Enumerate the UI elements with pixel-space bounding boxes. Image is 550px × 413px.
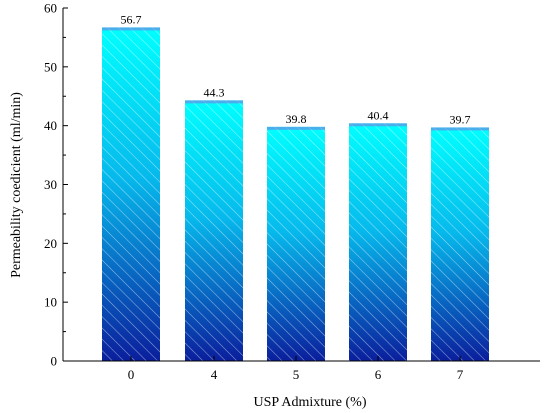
bar-hatch-4 xyxy=(185,100,243,361)
axes-group: 0 10 20 30 40 50 60 0 4 5 6 7 xyxy=(44,1,540,382)
bar-cap-5 xyxy=(267,126,325,130)
y-tick-label-60: 60 xyxy=(44,1,57,16)
y-axis-label: Permeability coedicient (ml/min) xyxy=(9,92,24,278)
y-tick-label-30: 30 xyxy=(44,177,57,192)
x-tick-label-0: 0 xyxy=(128,367,135,382)
bars-group: 56.7 44.3 39.8 40.4 39.7 xyxy=(102,12,489,362)
data-label-0: 56.7 xyxy=(121,12,142,26)
y-tick-label-10: 10 xyxy=(44,295,57,310)
bar-hatch-7 xyxy=(431,127,489,361)
bar-cap-6 xyxy=(349,123,407,127)
x-tick-label-4: 4 xyxy=(211,367,218,382)
bar-cap-0 xyxy=(102,27,160,31)
y-tick-label-20: 20 xyxy=(44,236,57,251)
x-tick-label-5: 5 xyxy=(293,367,300,382)
x-axis-label: USP Admixture (%) xyxy=(253,395,366,410)
data-label-4: 44.3 xyxy=(204,85,225,99)
bar-hatch-6 xyxy=(349,123,407,362)
x-tick-label-7: 7 xyxy=(457,367,464,382)
y-tick-label-0: 0 xyxy=(51,354,58,369)
x-tick-label-6: 6 xyxy=(375,367,382,382)
bar-cap-4 xyxy=(185,100,243,104)
bar-hatch-5 xyxy=(267,126,325,362)
y-tick-label-40: 40 xyxy=(44,118,57,133)
bar-cap-7 xyxy=(431,127,489,131)
data-label-5: 39.8 xyxy=(286,112,307,126)
data-label-7: 39.7 xyxy=(450,112,471,126)
y-tick-label-50: 50 xyxy=(44,59,57,74)
data-label-6: 40.4 xyxy=(368,108,389,122)
bar-hatch-0 xyxy=(102,27,160,361)
